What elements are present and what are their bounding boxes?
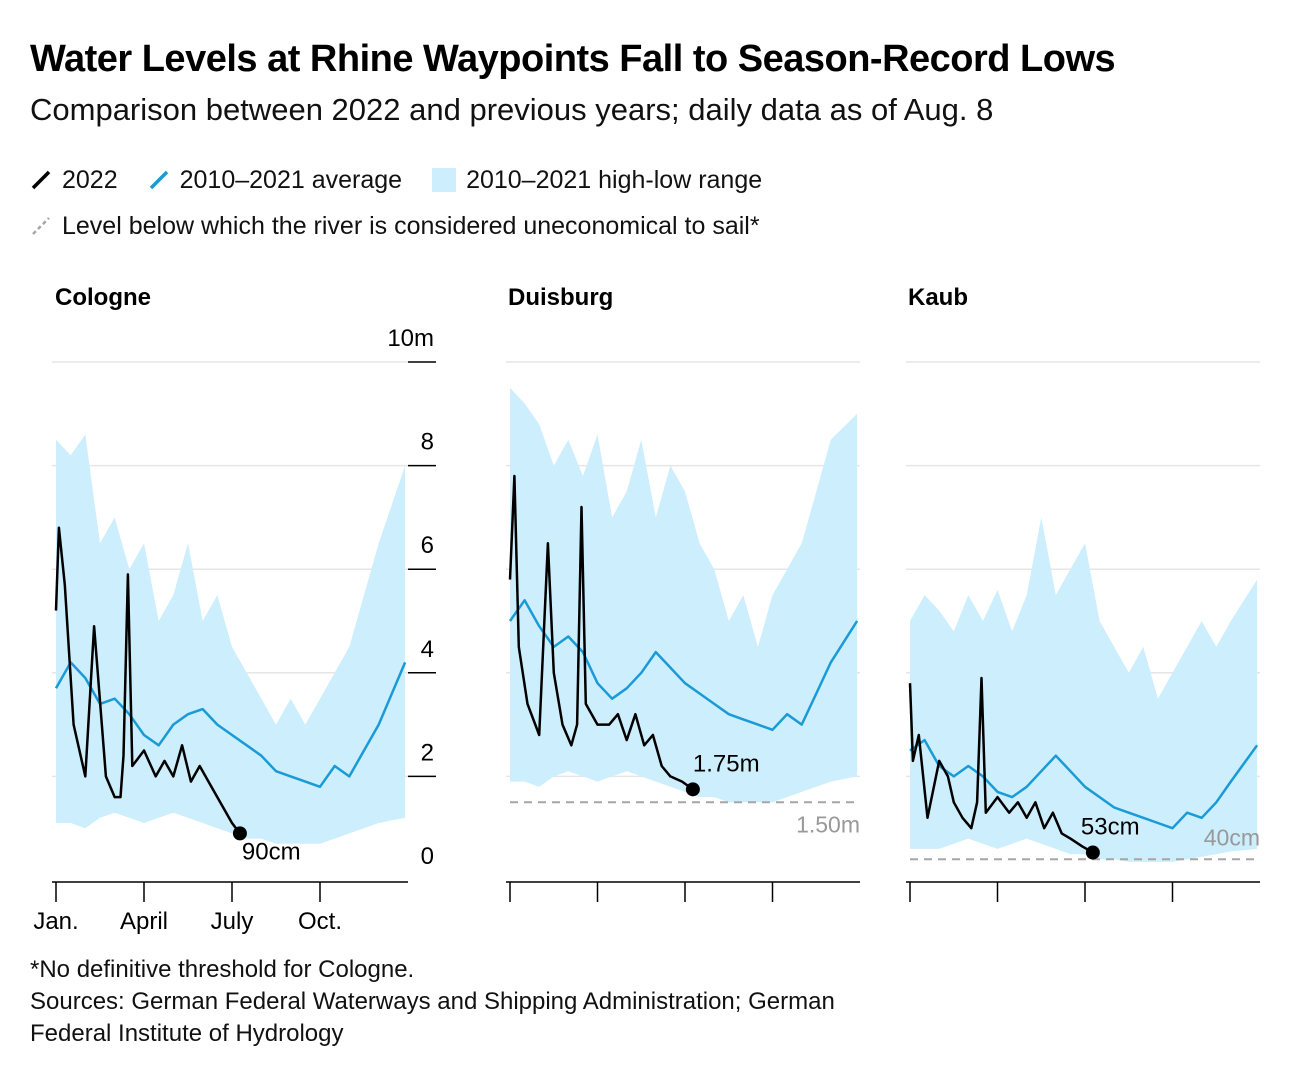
x-tick-label-3: Oct. [298,908,342,935]
legend-item-range: 2010–2021 high-low range [432,166,762,195]
legend-2022-swatch [31,170,51,190]
footnote-sources-line2: Federal Institute of Hydrology [30,1020,344,1047]
footnote-threshold-note: *No definitive threshold for Cologne. [30,956,415,983]
range-band-kaub [910,517,1258,862]
line-2022-kaub [908,676,1094,854]
x-tick-label-1: April [120,908,168,935]
range-band-cologne [56,434,406,844]
legend-range-label: 2010–2021 high-low range [466,165,763,194]
legend-average-swatch [149,170,168,190]
chart-subtitle: Comparison between 2022 and previous yea… [30,92,994,127]
end-label-duisburg: 1.75m [693,750,760,777]
panel-title-cologne: Cologne [55,284,151,311]
threshold-label-kaub: 40cm [1204,824,1260,850]
legend-threshold-swatch [32,217,50,235]
x-tick-label-0: Jan. [33,908,78,935]
panel-title-kaub: Kaub [908,284,968,311]
end-label-kaub: 53cm [1081,814,1140,841]
y-tick-label-2: 2 [421,739,434,766]
legend-item-2022: 2022 [30,166,118,195]
panel-title-duisburg: Duisburg [508,284,613,311]
footnote-sources-line1: Sources: German Federal Waterways and Sh… [30,988,835,1015]
legend-range-swatch [432,168,457,192]
range-band-duisburg [510,387,858,803]
line-2022-duisburg [508,474,694,791]
average-line-duisburg [508,599,859,732]
end-label-cologne: 90cm [242,838,301,865]
legend-item-average: 2010–2021 average [148,166,402,195]
y-tick-label-4: 4 [421,636,434,663]
legend-item-threshold: Level below which the river is considere… [30,212,760,241]
average-line-kaub [909,738,1259,830]
threshold-label-duisburg: 1.50m [796,811,860,837]
legend-threshold-label: Level below which the river is considere… [62,211,760,240]
chart-title: Water Levels at Rhine Waypoints Fall to … [30,38,1116,80]
end-marker-duisburg [685,782,700,797]
x-tick-label-2: July [211,908,254,935]
footnote: *No definitive threshold for Cologne. So… [30,954,835,1050]
y-tick-label-6: 6 [421,532,434,559]
legend-2022-label: 2022 [62,165,118,194]
line-2022-cologne [54,526,241,835]
legend-row-series: 2022 2010–2021 average 2010–2021 high-lo… [30,160,792,200]
legend-average-label: 2010–2021 average [179,165,403,194]
y-tick-label-10: 10m [387,325,434,352]
end-marker-kaub [1085,845,1100,860]
y-tick-label-8: 8 [421,429,434,456]
y-tick-label-0: 0 [421,843,434,870]
average-line-cologne [54,661,407,789]
legend: 2022 2010–2021 average 2010–2021 high-lo… [30,160,792,252]
legend-row-threshold: Level below which the river is considere… [30,206,792,246]
end-marker-cologne [232,826,247,841]
